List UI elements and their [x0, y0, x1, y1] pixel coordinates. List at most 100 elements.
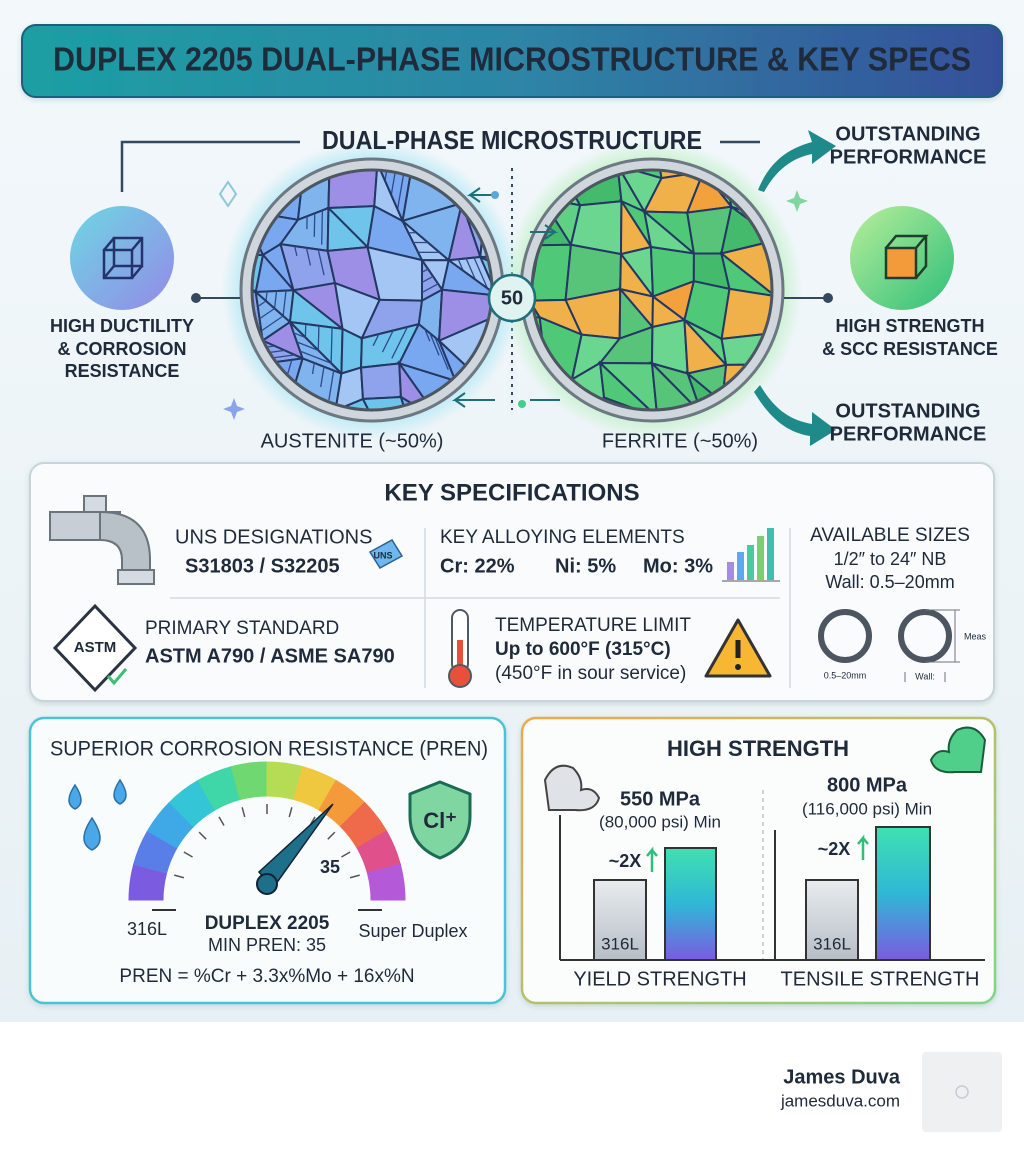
value: 550 MPa [620, 788, 701, 810]
gauge-tick [349, 874, 360, 879]
diagram-labels: Wall: [915, 671, 935, 681]
center-label: 50 [501, 287, 523, 309]
twin-line [293, 332, 306, 339]
bar-duplex [875, 826, 931, 961]
site: jamesduva.com [780, 1091, 900, 1110]
gauge-tick [198, 831, 207, 840]
gauge-tick [183, 851, 193, 858]
lines: OUTSTANDING [835, 123, 980, 145]
grade: DUPLEX 2205 [205, 913, 330, 934]
logo-placeholder [922, 1052, 1002, 1132]
twin-line [265, 291, 268, 302]
twin-line [457, 259, 464, 272]
twin-line [421, 283, 439, 294]
twin-line [396, 170, 405, 210]
property-lines: HIGH DUCTILITY [50, 316, 194, 336]
corrosion-panel [28, 716, 507, 1005]
bar-duplex [664, 847, 717, 961]
warning-mark [735, 664, 741, 670]
ratio-badge [487, 273, 537, 323]
twin-line [372, 333, 380, 347]
crystal-icon [884, 234, 929, 280]
name: James Duva [783, 1066, 901, 1088]
elements: Mo: 3% [643, 555, 713, 577]
title: DUAL-PHASE MICROSTRUCTURE [322, 125, 702, 155]
formula: PREN = %Cr + 3.3x%Mo + 16x%N [119, 966, 414, 987]
label: FERRITE (~50%) [602, 430, 758, 452]
twin-line [384, 170, 389, 181]
connector [120, 140, 300, 192]
crystal-icon [102, 236, 144, 280]
sparkle [218, 180, 238, 208]
lines: OUTSTANDING [835, 400, 980, 422]
note: (450°F in sour service) [495, 663, 686, 684]
value: S31803 / S32205 [185, 555, 340, 577]
dividers [170, 528, 791, 688]
label: TENSILE STRENGTH [781, 968, 980, 990]
property-lines: & CORROSION [57, 339, 186, 359]
property-lines: HIGH STRENGTH [835, 316, 984, 336]
gauge-segment [366, 863, 406, 901]
gauge-hub [256, 873, 278, 895]
range: 1/2″ to 24″ NB [834, 549, 947, 569]
footer-background [0, 1022, 1024, 1154]
twin-line [317, 249, 325, 276]
twin-line [296, 341, 319, 351]
muscle-icon [929, 726, 987, 774]
psi: (80,000 psi) Min [599, 812, 721, 831]
ductility-icon [70, 206, 174, 310]
label: AVAILABLE SIZES [810, 525, 970, 546]
water-drops [68, 778, 127, 851]
mini-bar-chart [722, 528, 780, 582]
pipe-icon [49, 495, 155, 585]
twin-line [330, 327, 333, 364]
label: UNS DESIGNATIONS [175, 526, 372, 548]
twin-line [421, 268, 429, 273]
grain [359, 362, 403, 401]
twin-line [305, 247, 312, 266]
connector-dot [191, 293, 201, 303]
tag: UNS [373, 550, 392, 560]
twin-line [429, 333, 440, 356]
gauge-tick [288, 807, 293, 818]
gauge-min: 316L [127, 919, 167, 939]
twin-line [259, 307, 275, 320]
label: YIELD STRENGTH [573, 968, 746, 990]
specs-panel [29, 462, 995, 702]
twin-line [465, 258, 476, 280]
lines: PERFORMANCE [830, 423, 987, 445]
twin-line [294, 245, 298, 256]
twin-line [317, 325, 320, 351]
lines: PERFORMANCE [830, 146, 987, 168]
wall: Wall: 0.5–20mm [825, 572, 954, 592]
gauge-tick [241, 807, 246, 818]
sparkle [786, 190, 808, 212]
logo: ASTM [74, 639, 117, 656]
multiplier: ~2X [818, 839, 851, 859]
twin-line [424, 328, 431, 342]
gauge-mark: 35 [320, 857, 340, 877]
twin-line [273, 290, 278, 309]
diagram-labels: Meas [964, 631, 987, 641]
twin-line [299, 350, 332, 364]
up-arrow [646, 846, 658, 872]
title: HIGH STRENGTH [667, 736, 849, 761]
shield: Cl⁺ [423, 808, 457, 833]
astm-logo [52, 603, 138, 693]
gauge-max: Super Duplex [358, 921, 467, 941]
elements: Cr: 22% [440, 555, 515, 577]
twin-line [421, 275, 434, 283]
label: TEMPERATURE LIMIT [495, 615, 691, 636]
pipe-ring [818, 609, 872, 663]
sparkle [223, 398, 245, 420]
diagram-labels: 0.5–20mm [824, 670, 867, 680]
pren-gauge [128, 761, 406, 911]
dot [518, 400, 526, 408]
value: ASTM A790 / ASME SA790 [145, 645, 395, 667]
twin-line [391, 326, 408, 359]
gauge-tick [327, 831, 336, 840]
label: PRIMARY STANDARD [145, 618, 339, 639]
multiplier: ~2X [609, 851, 642, 871]
up-arrow [857, 834, 869, 860]
